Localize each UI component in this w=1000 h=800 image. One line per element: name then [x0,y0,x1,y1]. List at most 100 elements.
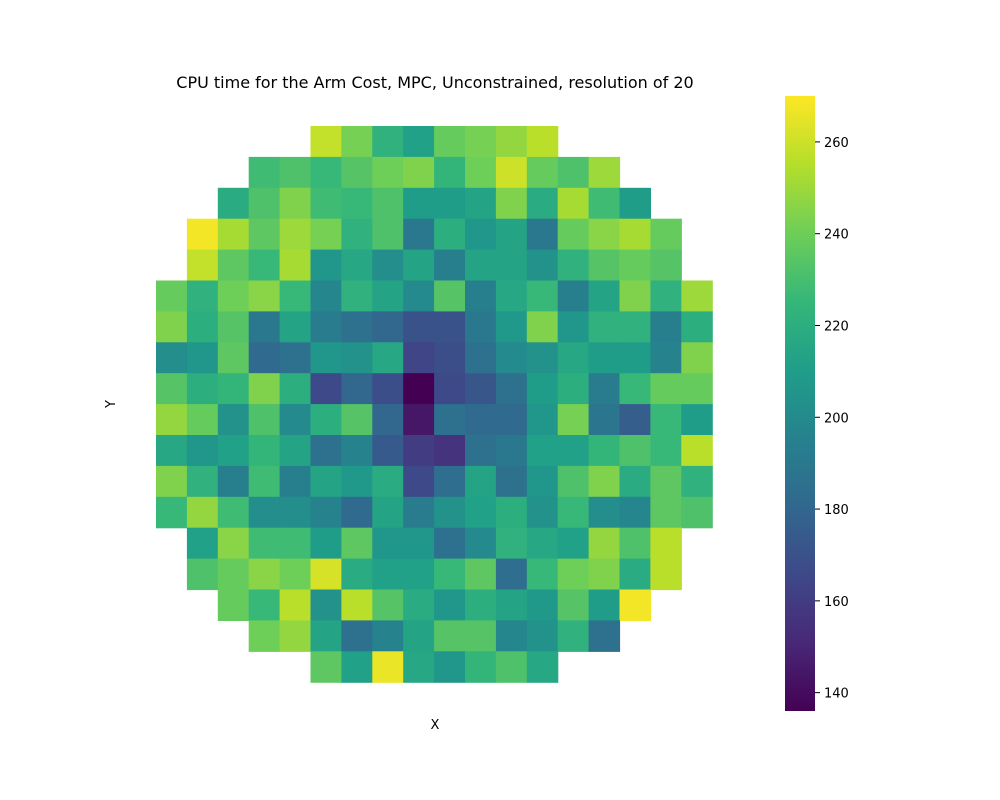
heatmap-cell [248,280,281,312]
heatmap-cell [341,311,373,343]
heatmap-cell [650,527,682,560]
heatmap-cell [341,558,373,591]
heatmap-cell [217,218,250,251]
heatmap-cell [557,218,590,251]
heatmap-cell [186,249,219,282]
heatmap-cell [279,527,312,560]
heatmap-cell [650,465,682,498]
heatmap-cell [434,558,466,591]
heatmap-cell [465,589,497,621]
heatmap-cell [557,156,590,189]
heatmap-cell [681,373,713,405]
heatmap-cell [372,435,404,467]
heatmap-cell [248,187,281,220]
heatmap-cell [434,280,466,312]
heatmap-cell [526,620,559,652]
heatmap-cell [526,373,559,405]
heatmap-cell [465,435,497,467]
heatmap-cell [279,465,312,498]
heatmap-cell [465,280,497,312]
heatmap-cell [434,342,466,374]
heatmap-cell [372,465,404,498]
heatmap-cell [217,404,250,436]
heatmap-cell [434,404,466,436]
colorbar-tick-label: 200 [824,411,849,426]
heatmap-cell [372,126,404,158]
heatmap-cell [279,435,312,467]
heatmap-cell [217,249,250,282]
heatmap-cell [619,404,651,436]
heatmap-cell [310,249,342,282]
heatmap-cell [403,126,435,158]
heatmap-cell [372,342,404,374]
heatmap-cell [526,311,559,343]
heatmap-cell [681,404,713,436]
heatmap-cell [588,404,621,436]
heatmap-cell [557,435,590,467]
heatmap-cell [495,342,528,374]
heatmap-cell [465,187,497,220]
heatmap-cell [248,435,281,467]
heatmap-cell [465,249,497,282]
heatmap-cell [186,373,219,405]
heatmap-cell [557,465,590,498]
heatmap-cell [588,187,621,220]
heatmap-cell [372,280,404,312]
heatmap-cell [495,187,528,220]
heatmap-cell [434,373,466,405]
colorbar: 140 160 180 200 220 240 260 [785,96,849,711]
heatmap-cell [310,589,342,621]
heatmap-cell [650,342,682,374]
heatmap-cell [403,435,435,467]
heatmap-cell [434,187,466,220]
heatmap-cell [310,280,342,312]
heatmap-cell [526,218,559,251]
heatmap-cell [434,589,466,621]
heatmap-cell [248,558,281,591]
heatmap-cell [372,496,404,529]
heatmap-cell [310,651,342,683]
heatmap-cell [650,404,682,436]
heatmap-cell [465,218,497,251]
heatmap-cell [341,589,373,621]
chart-title: CPU time for the Arm Cost, MPC, Unconstr… [176,73,693,92]
heatmap-cell [588,249,621,282]
heatmap-cell [248,342,281,374]
heatmap-cell [279,404,312,436]
heatmap-cell [310,218,342,251]
heatmap-cell [403,558,435,591]
heatmap-cell [341,218,373,251]
heatmap-cell [186,527,219,560]
heatmap-cell [434,465,466,498]
heatmap-cell [156,404,188,436]
heatmap-cell [465,342,497,374]
heatmap-cell [495,249,528,282]
heatmap-cell [619,280,651,312]
heatmap-cell [650,558,682,591]
heatmap-cell [588,496,621,529]
heatmap-cell [372,311,404,343]
heatmap-cell [557,373,590,405]
heatmap-cell [557,496,590,529]
heatmap-cell [341,342,373,374]
heatmap-cell [526,156,559,189]
heatmap-cell [341,373,373,405]
heatmap-cell [341,280,373,312]
heatmap-cell [403,249,435,282]
heatmap-cell [465,620,497,652]
heatmap-cell [156,435,188,467]
heatmap-cell [279,620,312,652]
heatmap-cell [650,249,682,282]
heatmap-cell [526,589,559,621]
heatmap-cell [279,280,312,312]
heatmap-cell [217,496,250,529]
heatmap-cell [619,187,651,220]
heatmap-cell [465,496,497,529]
heatmap-cell [310,126,342,158]
heatmap-cell [495,373,528,405]
heatmap-cell [403,187,435,220]
heatmap-cell [619,342,651,374]
heatmap-cell [495,465,528,498]
heatmap-cell [341,527,373,560]
heatmap-cell [372,187,404,220]
